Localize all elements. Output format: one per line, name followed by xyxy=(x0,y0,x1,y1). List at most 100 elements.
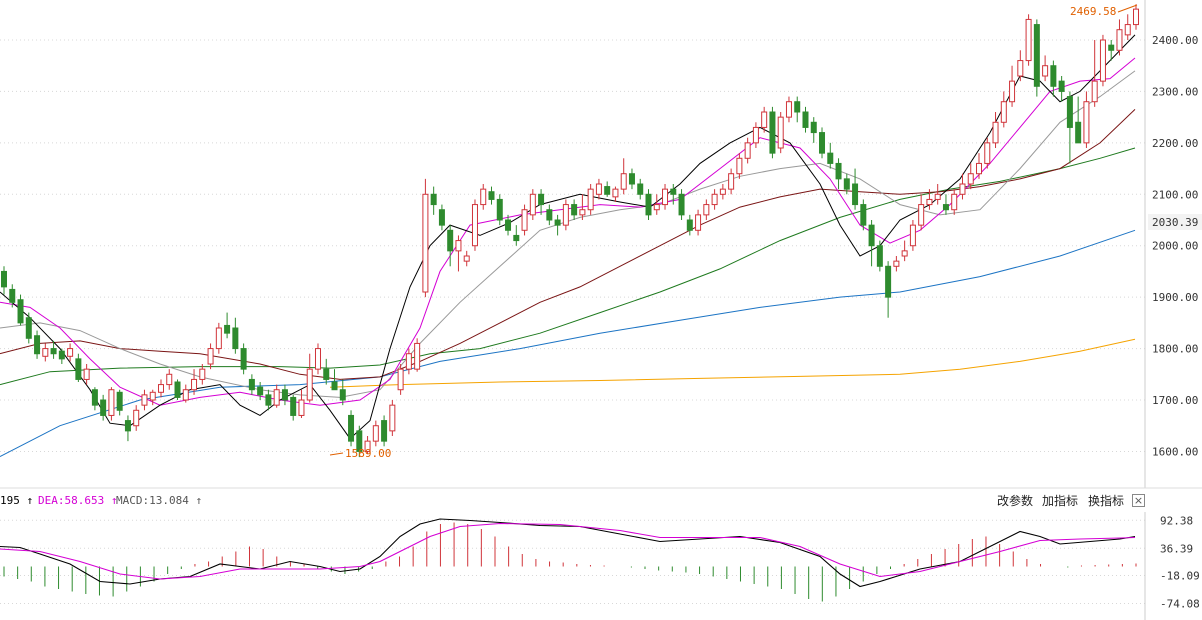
candle[interactable] xyxy=(695,209,702,236)
candle[interactable] xyxy=(620,158,627,195)
candle[interactable] xyxy=(100,394,107,421)
candle[interactable] xyxy=(83,364,90,385)
candle[interactable] xyxy=(133,405,140,431)
candle[interactable] xyxy=(67,343,74,362)
candle[interactable] xyxy=(405,348,412,375)
candle[interactable] xyxy=(124,415,131,442)
candle[interactable] xyxy=(736,153,743,179)
candle[interactable] xyxy=(711,189,718,210)
candle[interactable] xyxy=(1108,40,1115,61)
candle[interactable] xyxy=(843,173,850,195)
candle[interactable] xyxy=(224,312,231,339)
candle[interactable] xyxy=(207,343,214,370)
candle[interactable] xyxy=(513,225,520,246)
candle[interactable] xyxy=(719,184,726,200)
candle[interactable] xyxy=(414,338,421,372)
candle[interactable] xyxy=(430,186,437,215)
candle[interactable] xyxy=(463,250,470,267)
candle[interactable] xyxy=(670,184,677,205)
candle[interactable] xyxy=(571,199,578,221)
candle[interactable] xyxy=(191,369,198,395)
candle[interactable] xyxy=(893,256,900,272)
candle[interactable] xyxy=(1,266,7,295)
candle[interactable] xyxy=(587,184,594,215)
candle[interactable] xyxy=(1124,14,1131,40)
candle[interactable] xyxy=(686,214,693,236)
candle[interactable] xyxy=(75,353,82,383)
candle[interactable] xyxy=(372,420,379,447)
candle[interactable] xyxy=(331,369,338,391)
candle[interactable] xyxy=(232,317,239,354)
modify-params-button[interactable]: 改参数 xyxy=(997,494,1034,508)
candle[interactable] xyxy=(1091,40,1098,107)
candle[interactable] xyxy=(1050,60,1057,97)
candle[interactable] xyxy=(703,199,710,221)
candle[interactable] xyxy=(744,137,751,164)
candle[interactable] xyxy=(777,112,784,154)
candle[interactable] xyxy=(17,294,24,326)
candle[interactable] xyxy=(215,322,222,354)
switch-indicator-button[interactable]: 换指标 xyxy=(1088,494,1125,508)
candle[interactable] xyxy=(1025,14,1032,66)
candle[interactable] xyxy=(662,184,669,210)
candle[interactable] xyxy=(926,189,933,210)
candle[interactable] xyxy=(314,343,321,375)
candle[interactable] xyxy=(348,410,355,447)
candle[interactable] xyxy=(645,189,652,221)
candle[interactable] xyxy=(42,343,49,362)
candle[interactable] xyxy=(1099,34,1106,87)
candle[interactable] xyxy=(1066,91,1073,164)
candle[interactable] xyxy=(381,415,388,447)
candle[interactable] xyxy=(34,330,41,359)
candle[interactable] xyxy=(678,189,685,221)
candle[interactable] xyxy=(108,387,115,421)
candle[interactable] xyxy=(521,204,528,236)
candle[interactable] xyxy=(50,340,57,359)
candle[interactable] xyxy=(595,178,602,200)
candle[interactable] xyxy=(273,384,280,408)
candle[interactable] xyxy=(364,436,371,455)
candle[interactable] xyxy=(761,106,768,133)
candle[interactable] xyxy=(909,220,916,251)
candle[interactable] xyxy=(480,184,487,210)
candlestick-series[interactable] xyxy=(1,4,1139,458)
candle[interactable] xyxy=(281,384,288,406)
candle[interactable] xyxy=(116,389,123,416)
candle[interactable] xyxy=(769,106,776,159)
candle[interactable] xyxy=(901,240,908,262)
candle[interactable] xyxy=(852,168,859,210)
candle[interactable] xyxy=(819,127,826,159)
candle[interactable] xyxy=(174,379,181,401)
candle[interactable] xyxy=(488,186,495,205)
candle[interactable] xyxy=(628,168,635,190)
candle[interactable] xyxy=(182,384,189,403)
candle[interactable] xyxy=(1009,65,1016,107)
candle[interactable] xyxy=(455,235,462,272)
candle[interactable] xyxy=(25,312,32,344)
candle[interactable] xyxy=(9,284,16,308)
candle[interactable] xyxy=(141,389,148,411)
candle[interactable] xyxy=(604,181,611,197)
candle[interactable] xyxy=(157,379,164,398)
candle[interactable] xyxy=(389,400,396,437)
candle[interactable] xyxy=(438,204,445,231)
candle[interactable] xyxy=(339,379,346,406)
candle[interactable] xyxy=(290,394,297,421)
candle[interactable] xyxy=(1075,96,1082,144)
candle[interactable] xyxy=(356,425,363,458)
candle[interactable] xyxy=(447,225,454,267)
candle[interactable] xyxy=(58,348,65,365)
candle[interactable] xyxy=(959,173,966,200)
candle[interactable] xyxy=(827,142,834,169)
candle[interactable] xyxy=(785,96,792,123)
candle[interactable] xyxy=(149,389,156,406)
candle[interactable] xyxy=(1058,76,1065,102)
candle[interactable] xyxy=(1133,4,1139,30)
candle[interactable] xyxy=(653,194,660,215)
candle[interactable] xyxy=(1083,91,1090,149)
candle[interactable] xyxy=(91,387,98,411)
candle[interactable] xyxy=(306,353,313,403)
candle[interactable] xyxy=(1000,91,1007,128)
candle[interactable] xyxy=(505,214,512,236)
close-indicator-button[interactable]: × xyxy=(1132,494,1145,507)
